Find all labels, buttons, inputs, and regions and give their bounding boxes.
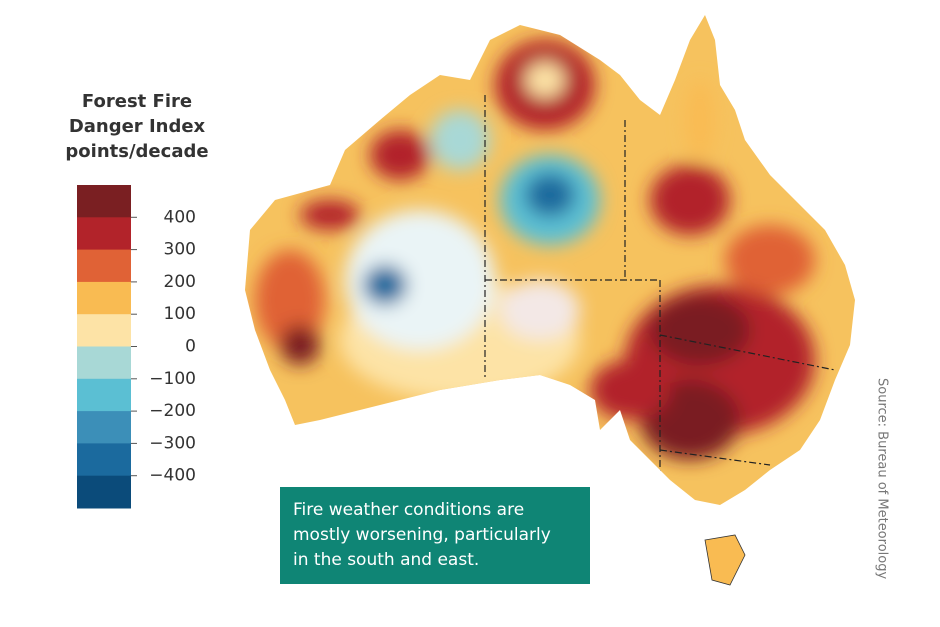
legend-tick-label: 400: [164, 207, 196, 227]
legend-swatch: [77, 443, 131, 477]
legend-swatch: [77, 411, 131, 444]
legend-swatch: [77, 475, 131, 509]
legend-swatch: [77, 185, 131, 218]
legend-title: points/decade: [65, 141, 208, 162]
callout-line: Fire weather conditions are: [293, 500, 524, 520]
callout-line: in the south and east.: [293, 550, 479, 570]
legend: Forest Fire Danger Index points/decade 400 3…: [65, 91, 209, 509]
legend-title: Forest Fire: [82, 91, 192, 112]
legend-tick-label: −300: [149, 433, 196, 453]
legend-tick-label: 200: [164, 272, 196, 292]
legend-tick-label: −400: [149, 466, 196, 486]
legend-swatch: [77, 314, 131, 347]
legend-swatch: [77, 378, 131, 412]
legend-swatch: [77, 346, 131, 380]
legend-tick-label: 300: [164, 240, 196, 260]
legend-swatch: [77, 281, 131, 315]
legend-title: Danger Index: [69, 116, 206, 137]
callout: Fire weather conditions are mostly worsen…: [293, 500, 551, 570]
legend-tick-label: −200: [149, 401, 196, 421]
legend-tick-label: −100: [149, 369, 196, 389]
legend-tick-label: 100: [164, 304, 196, 324]
legend-tick-label: 0: [185, 337, 196, 357]
legend-swatch: [77, 249, 131, 283]
callout-box: [280, 487, 590, 584]
source: Source: Bureau of Meteorology: [875, 378, 890, 579]
legend-swatch: [77, 217, 131, 251]
callout-line: mostly worsening, particularly: [293, 525, 551, 545]
